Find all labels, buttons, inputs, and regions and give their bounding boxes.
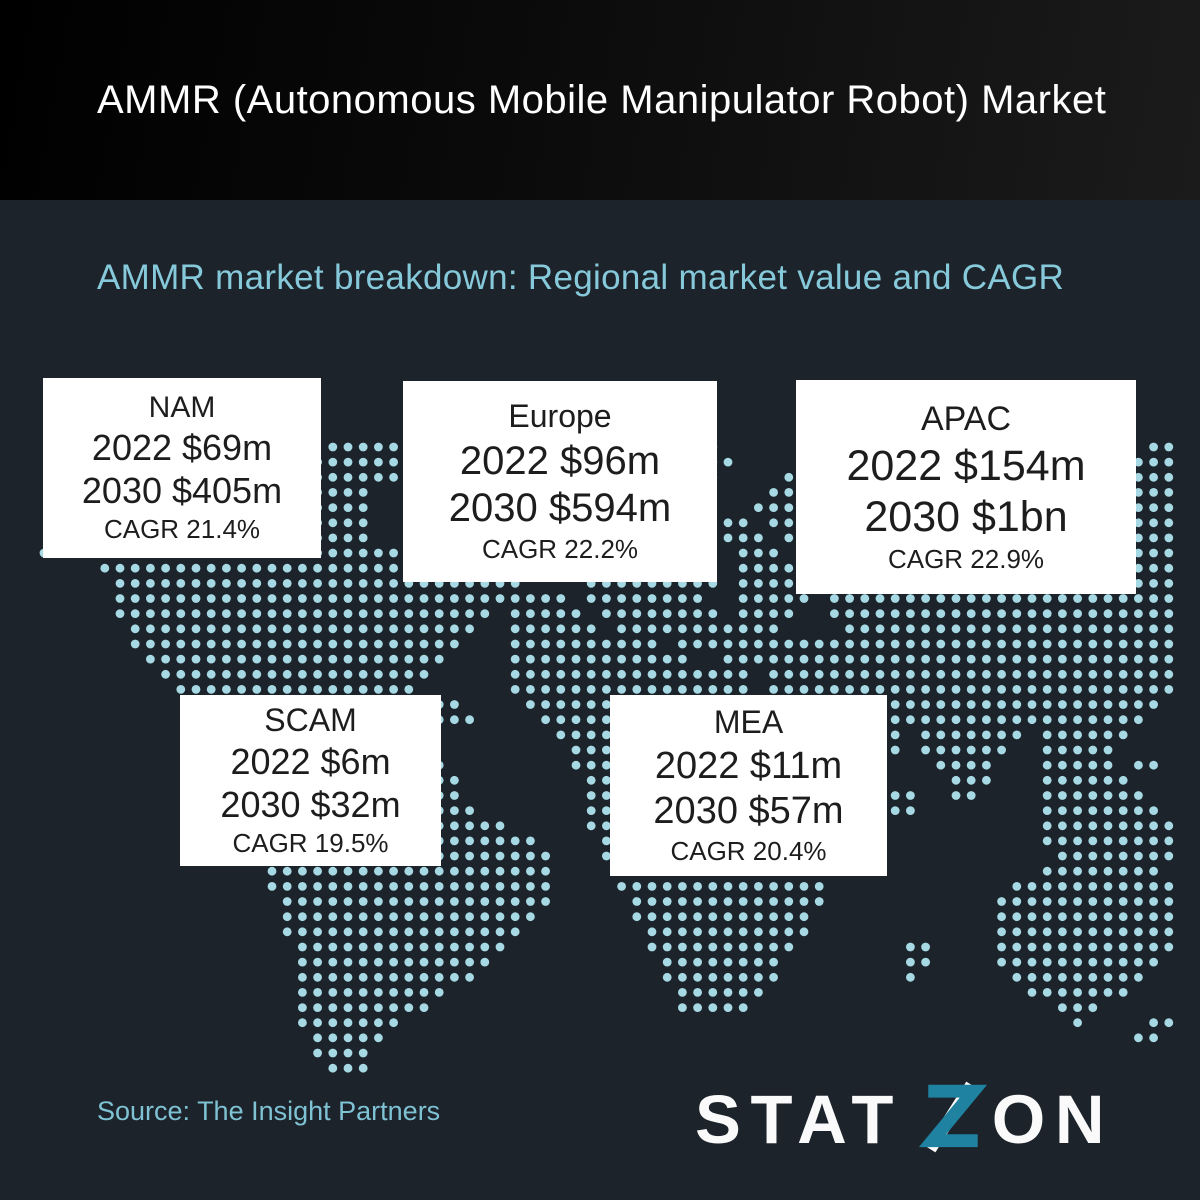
cagr-value: CAGR 20.4% — [670, 835, 827, 866]
statzon-logo: STAT ON — [695, 1081, 1115, 1156]
region-card-mea: MEA 2022 $11m 2030 $57m CAGR 20.4% — [610, 695, 887, 876]
value-2022: 2022 $96m — [459, 438, 661, 483]
region-card-scam: SCAM 2022 $6m 2030 $32m CAGR 19.5% — [180, 695, 441, 866]
region-name: NAM — [148, 391, 216, 425]
logo-z-glyph — [918, 1081, 988, 1153]
region-name: SCAM — [264, 701, 357, 738]
value-2022: 2022 $6m — [230, 741, 391, 783]
region-name: Europe — [508, 397, 612, 434]
value-2030: 2030 $1bn — [864, 492, 1068, 541]
logo-z-stroke — [918, 1084, 988, 1148]
value-2030: 2030 $594m — [448, 485, 672, 530]
value-2030: 2030 $405m — [81, 469, 283, 511]
source-credit: Source: The Insight Partners — [97, 1096, 441, 1126]
value-2022: 2022 $11m — [654, 744, 843, 787]
region-card-europe: Europe 2022 $96m 2030 $594m CAGR 22.2% — [403, 381, 717, 582]
value-2022: 2022 $154m — [846, 441, 1086, 490]
header-band: AMMR (Autonomous Mobile Manipulator Robo… — [0, 0, 1200, 200]
value-2022: 2022 $69m — [91, 427, 273, 469]
region-name: MEA — [713, 704, 784, 741]
chart-subtitle: AMMR market breakdown: Regional market v… — [97, 258, 1065, 297]
value-2030: 2030 $32m — [220, 783, 401, 825]
value-2030: 2030 $57m — [653, 789, 844, 832]
cagr-value: CAGR 21.4% — [103, 514, 261, 545]
region-name: APAC — [920, 399, 1012, 438]
logo-text-stat: STAT — [695, 1081, 903, 1156]
page-title: AMMR (Autonomous Mobile Manipulator Robo… — [97, 78, 1107, 122]
region-card-nam: NAM 2022 $69m 2030 $405m CAGR 21.4% — [43, 378, 321, 558]
logo-text-on: ON — [992, 1081, 1115, 1156]
cagr-value: CAGR 22.2% — [481, 533, 639, 564]
region-card-apac: APAC 2022 $154m 2030 $1bn CAGR 22.9% — [796, 380, 1136, 594]
cagr-value: CAGR 22.9% — [887, 544, 1045, 575]
cagr-value: CAGR 19.5% — [232, 828, 389, 859]
